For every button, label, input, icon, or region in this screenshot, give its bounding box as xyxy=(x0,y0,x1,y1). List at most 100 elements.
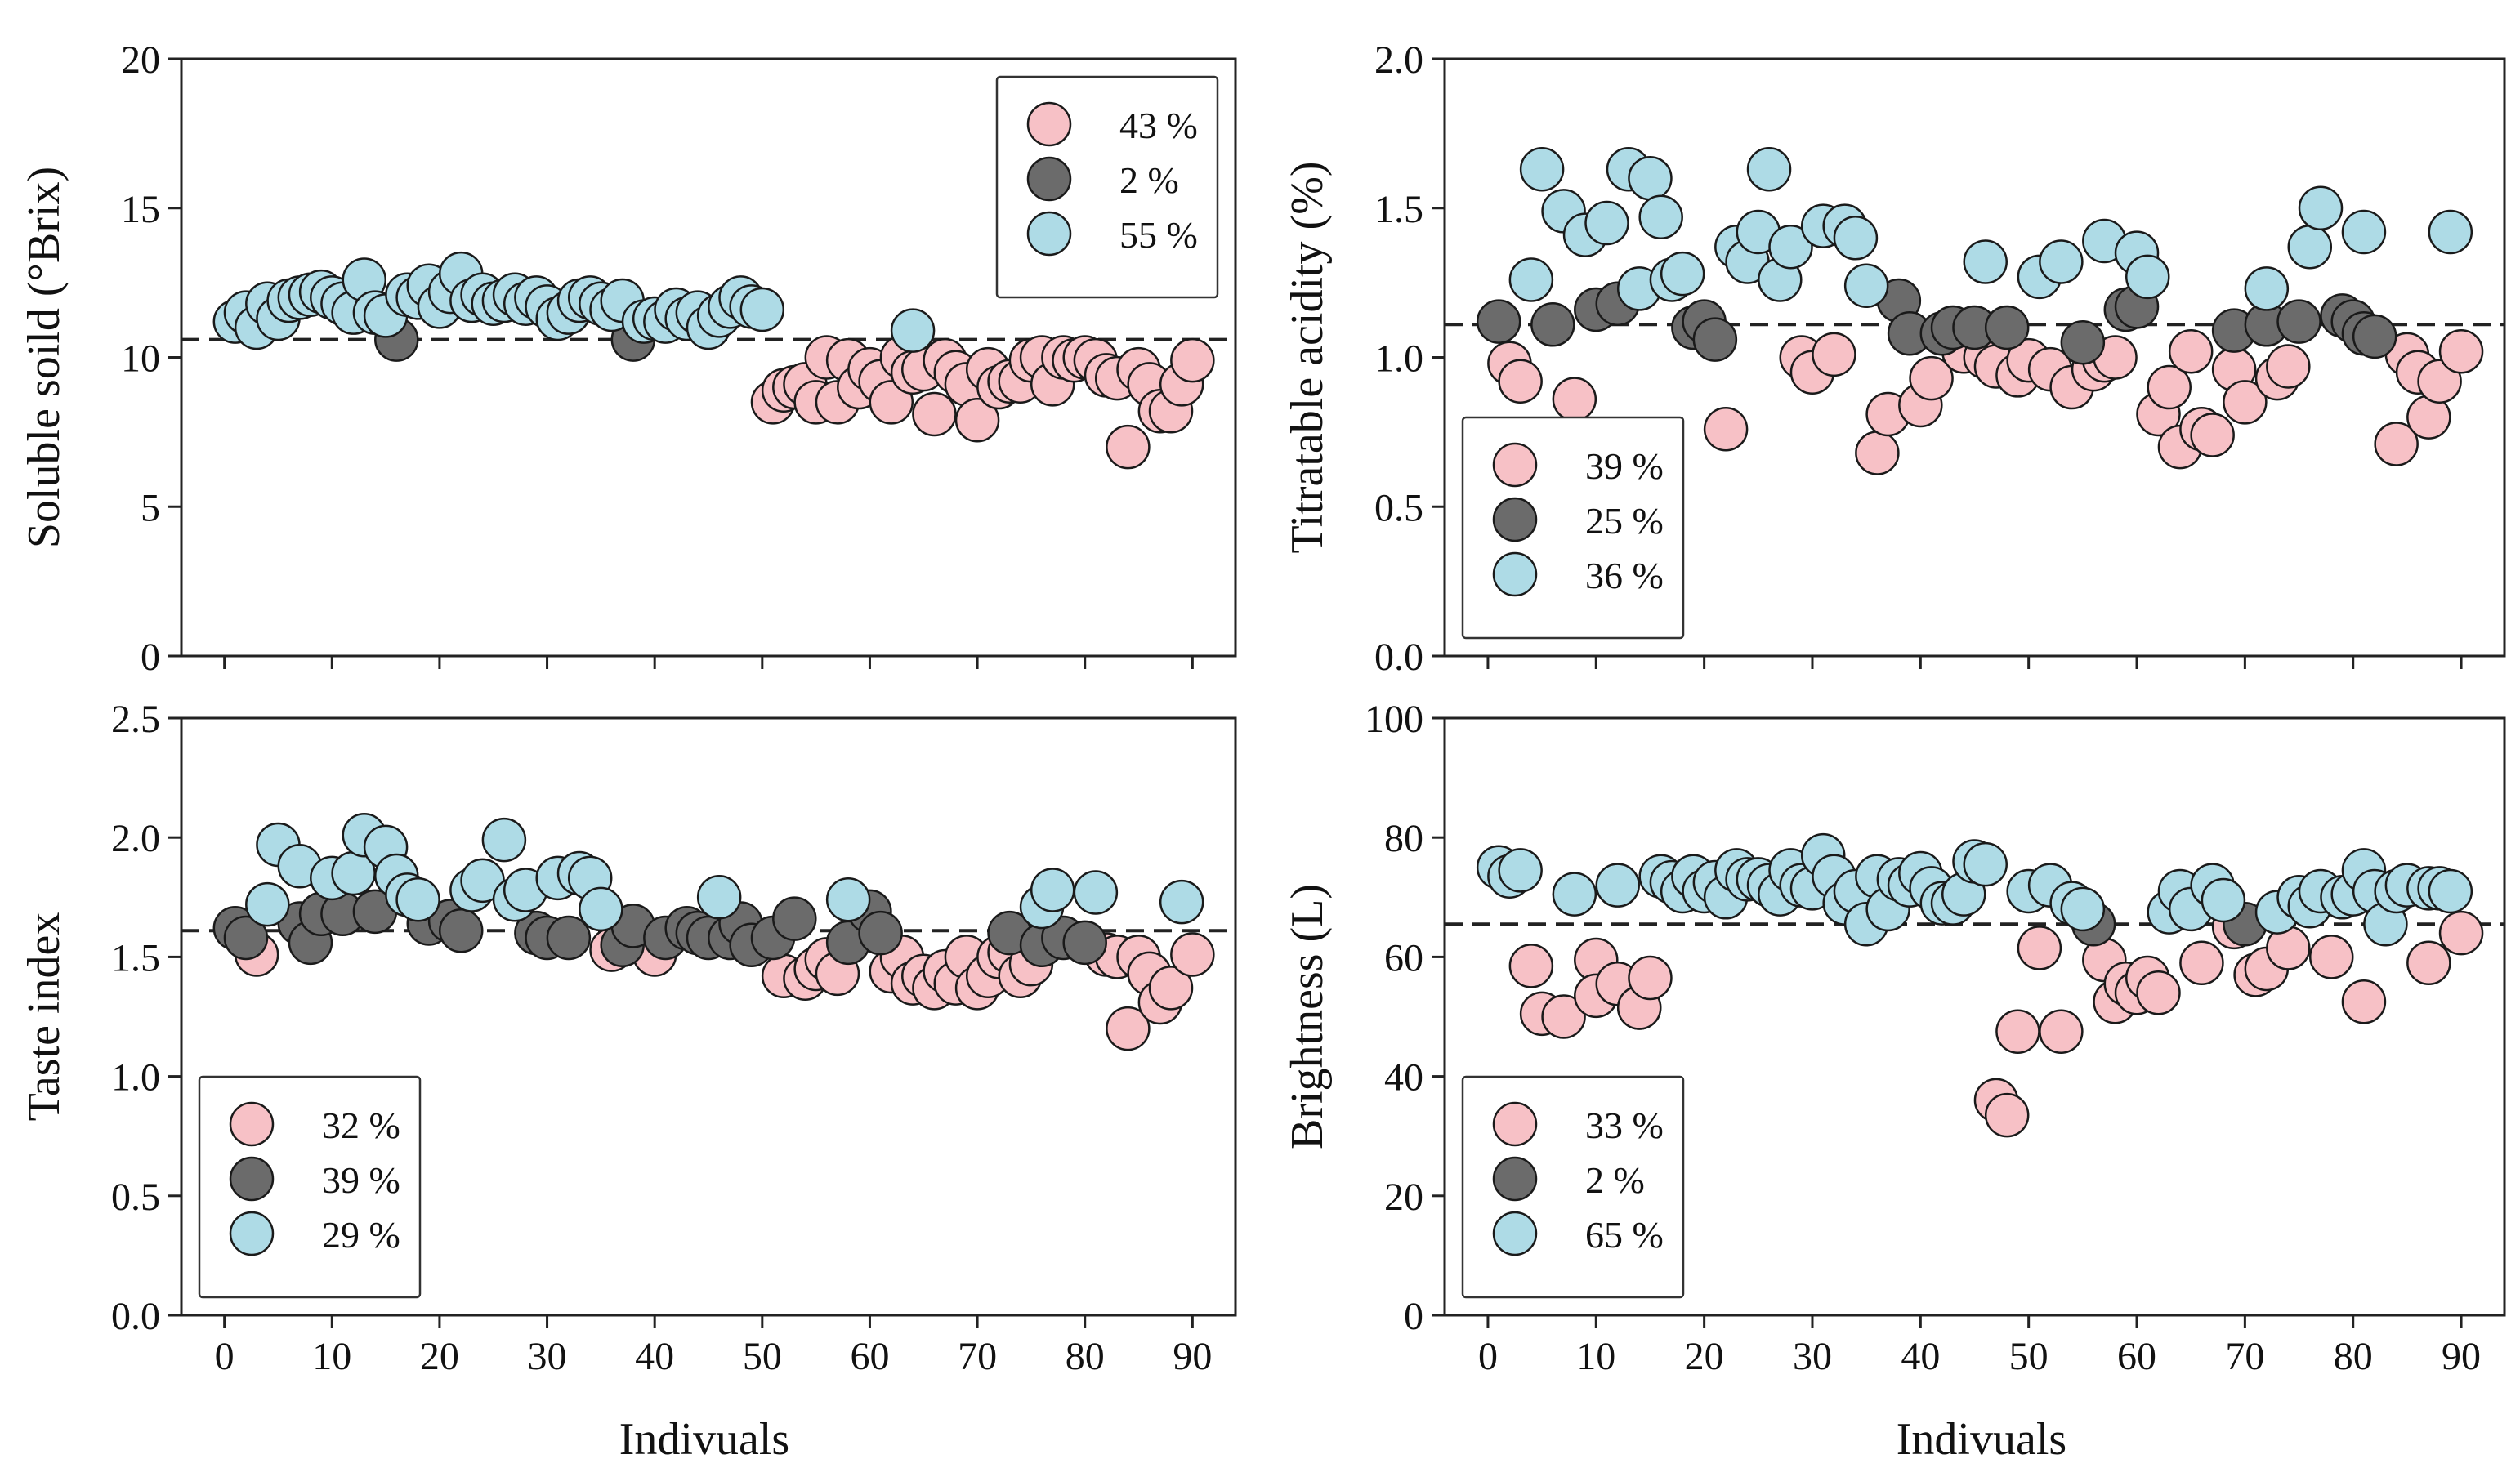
data-point xyxy=(2125,254,2170,300)
x-tick-label: 80 xyxy=(2334,1335,2373,1378)
legend-marker xyxy=(1492,1211,1538,1256)
legend-label: 32 % xyxy=(322,1104,400,1146)
data-point xyxy=(2308,935,2354,979)
data-point xyxy=(2438,910,2484,956)
x-tick-label: 20 xyxy=(1685,1335,1724,1378)
data-point xyxy=(739,287,785,332)
x-tick-label: 0 xyxy=(215,1335,235,1378)
data-point xyxy=(1909,355,1954,401)
legend-marker xyxy=(1492,497,1538,542)
legend-marker xyxy=(1492,1101,1538,1147)
legend-marker xyxy=(1026,101,1072,147)
data-point xyxy=(1106,424,1151,470)
plot-frame xyxy=(1443,716,2506,1317)
y-tick-label: 2.5 xyxy=(111,698,160,741)
y-tick-label: 0.0 xyxy=(1374,636,1423,679)
x-tick-label: 60 xyxy=(850,1335,889,1378)
legend-label: 65 % xyxy=(1585,1214,1664,1256)
series-pink xyxy=(750,335,1215,470)
data-point xyxy=(1595,863,1641,908)
data-point xyxy=(1660,251,1705,297)
y-tick-label: 100 xyxy=(1365,698,1423,741)
data-point xyxy=(245,881,290,927)
panel-titratable-acidity: 0.0 0.5 1.0 1.5 2.0 Titratable acidity (%) 39 … xyxy=(1282,38,2506,679)
data-point xyxy=(1030,868,1075,912)
x-tick-label: 80 xyxy=(1066,1335,1105,1378)
data-point xyxy=(481,817,527,863)
data-point xyxy=(1628,955,1673,1001)
x-tick-label: 30 xyxy=(528,1335,567,1378)
legend-marker xyxy=(1026,211,1072,257)
data-point xyxy=(1159,879,1204,925)
data-point xyxy=(1812,332,1856,377)
data-point xyxy=(2428,209,2473,255)
data-point xyxy=(2428,868,2473,914)
x-tick-label: 50 xyxy=(2009,1335,2049,1378)
legend-marker xyxy=(1492,551,1538,597)
data-point xyxy=(438,908,484,953)
data-point xyxy=(772,896,817,941)
y-tick-label: 15 xyxy=(121,188,160,231)
y-tick-label: 0 xyxy=(1404,1295,1423,1338)
legend: 32 % 39 % 29 % xyxy=(198,1075,422,1299)
x-tick-label: 50 xyxy=(743,1335,782,1378)
data-point xyxy=(1628,155,1673,201)
legend-label: 29 % xyxy=(322,1214,400,1256)
data-point xyxy=(2179,940,2224,985)
data-point xyxy=(1148,966,1194,1011)
panels: 0 5 10 15 20 Soluble soild (°Brix) 43 % 2 % 55 %… xyxy=(19,38,2506,1378)
legend-marker xyxy=(1492,442,1538,488)
data-point xyxy=(954,398,1000,443)
x-tick-label: 0 xyxy=(1478,1335,1498,1378)
y-tick-label: 1.0 xyxy=(111,1056,160,1100)
data-point xyxy=(2438,328,2484,374)
y-tick-label: 40 xyxy=(1384,1056,1423,1100)
y-tick-label: 0.5 xyxy=(111,1176,160,1219)
series-blue xyxy=(245,813,1204,932)
data-point xyxy=(1843,263,1889,309)
data-point xyxy=(1552,872,1597,917)
data-point xyxy=(1476,299,1521,344)
y-axis-label: Titratable acidity (%) xyxy=(1282,161,1333,553)
legend-marker xyxy=(229,1211,275,1256)
data-point xyxy=(2039,239,2084,284)
data-point xyxy=(2341,209,2387,255)
y-tick-label: 60 xyxy=(1384,936,1423,979)
data-point xyxy=(2060,319,2106,365)
y-tick-label: 1.5 xyxy=(111,936,160,979)
data-point xyxy=(2352,314,2397,359)
legend-label: 39 % xyxy=(1585,445,1664,487)
data-point xyxy=(858,910,903,956)
x-tick-label: 90 xyxy=(2442,1335,2481,1378)
data-point xyxy=(1963,841,2008,887)
data-point xyxy=(546,915,592,961)
data-point xyxy=(1984,305,2030,350)
x-axis-label-left: Indivuals xyxy=(619,1414,789,1465)
legend-marker xyxy=(1026,156,1072,202)
data-point xyxy=(2060,886,2106,932)
legend: 33 % 2 % 65 % xyxy=(1461,1075,1685,1299)
data-point xyxy=(1746,146,1792,192)
x-tick-label: 40 xyxy=(1901,1335,1940,1378)
data-point xyxy=(2223,380,2268,425)
y-tick-label: 0.5 xyxy=(1374,486,1423,529)
x-tick-label: 10 xyxy=(1576,1335,1615,1378)
x-tick-label: 10 xyxy=(312,1335,351,1378)
x-axis-label-right: Indivuals xyxy=(1897,1414,2066,1465)
x-tick-label: 40 xyxy=(635,1335,674,1378)
data-point xyxy=(2341,979,2387,1024)
y-tick-label: 0 xyxy=(141,636,160,679)
data-point xyxy=(1638,194,1683,239)
data-point xyxy=(1963,239,2008,284)
x-tick-label: 90 xyxy=(1173,1335,1212,1378)
y-tick-label: 10 xyxy=(121,337,160,381)
legend: 43 % 2 % 55 % xyxy=(995,75,1219,299)
legend-label: 2 % xyxy=(1585,1159,1645,1201)
y-tick-label: 2.0 xyxy=(111,817,160,860)
data-point xyxy=(1855,431,1900,475)
y-tick-label: 0.0 xyxy=(111,1295,160,1338)
data-point xyxy=(2147,364,2192,410)
series-blue xyxy=(1508,146,2473,311)
plot-frame xyxy=(180,716,1237,1317)
legend-label: 2 % xyxy=(1119,159,1179,201)
